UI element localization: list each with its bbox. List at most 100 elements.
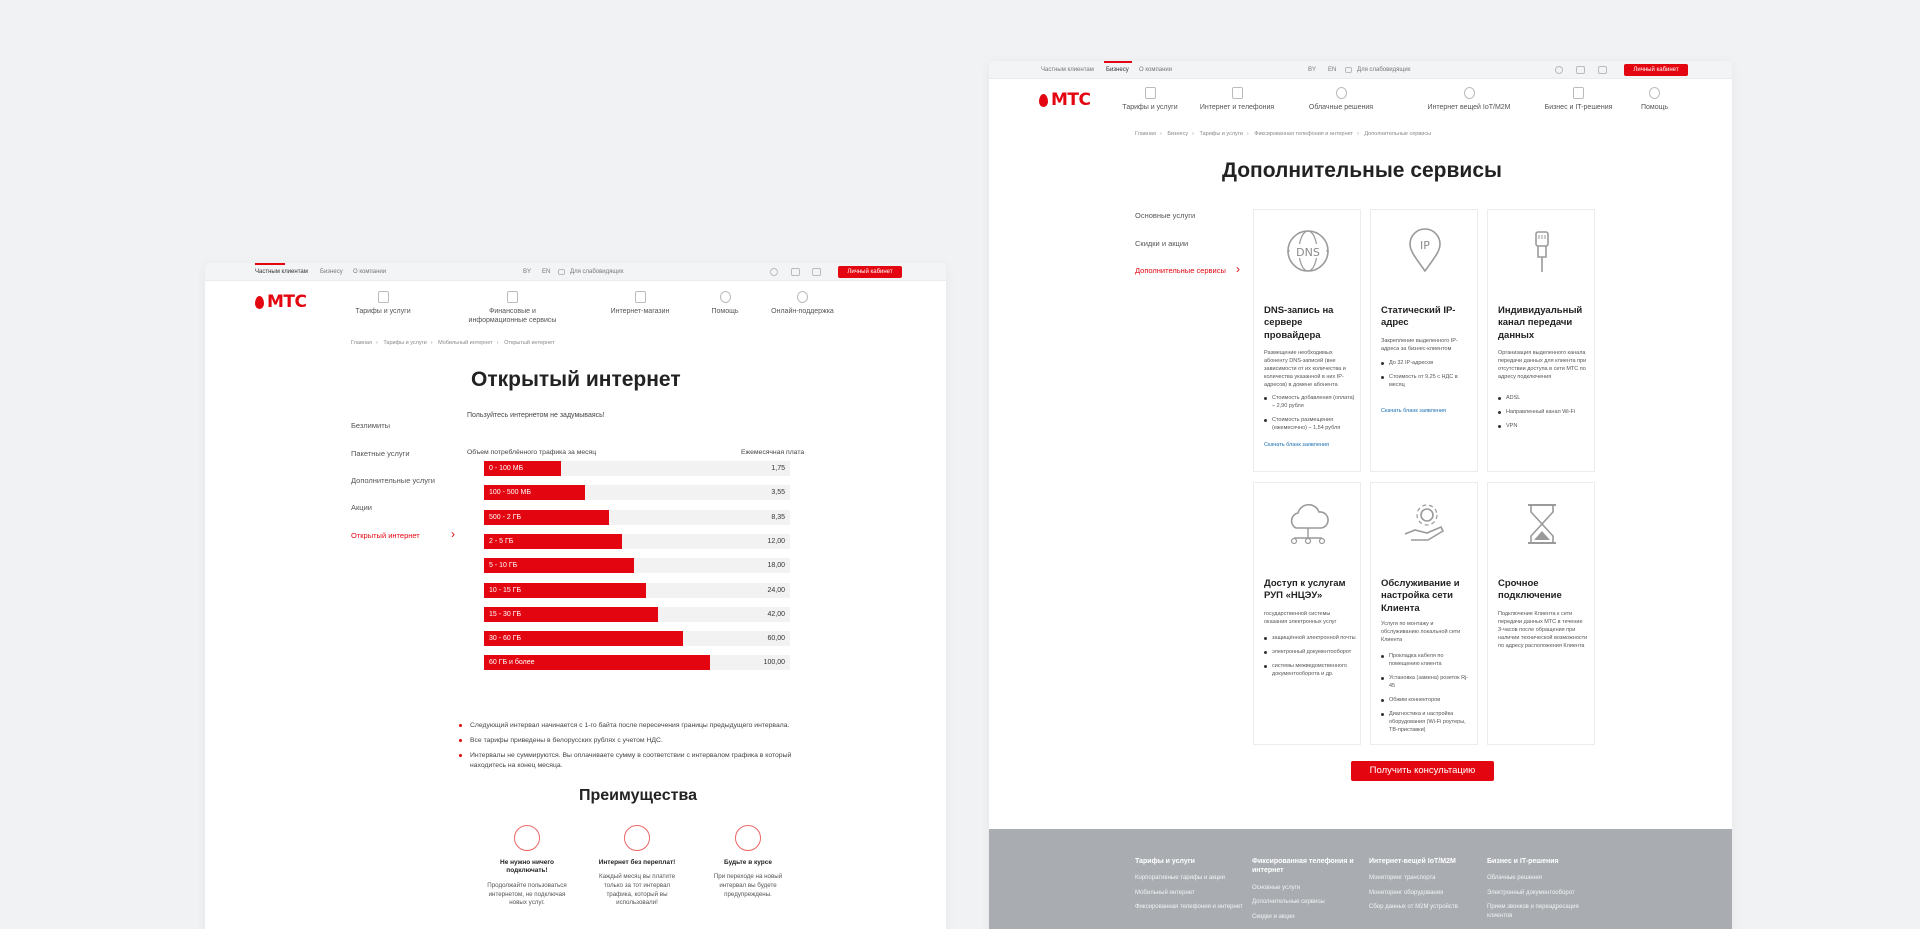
footer-link[interactable]: Мониторинг оборудования bbox=[1369, 889, 1444, 896]
table-row: 0 - 100 МБ 1,75 bbox=[484, 461, 790, 476]
monthly-price: 42,00 bbox=[767, 610, 785, 618]
footer-link[interactable]: Электронный документооборот bbox=[1487, 889, 1575, 896]
side-item-extra-services[interactable]: Дополнительные сервисы bbox=[1135, 266, 1226, 275]
footer-link[interactable]: Прием звонков и переадресация клиентов bbox=[1487, 904, 1579, 919]
mts-logo[interactable]: МТС bbox=[1039, 90, 1091, 110]
side-item-promo[interactable]: Акции bbox=[351, 503, 372, 512]
nav-label: Онлайн-поддержка bbox=[771, 308, 834, 315]
nav-label: Финансовые и информационные сервисы bbox=[468, 308, 557, 325]
service-list: До 32 IP-адресов Стоимость от 9,25 с НДС… bbox=[1381, 360, 1473, 396]
service-card-static-ip[interactable]: IP Статический IP-адрес Закрепление выде… bbox=[1370, 209, 1478, 472]
crumb[interactable]: Мобильный интернет bbox=[438, 340, 493, 346]
egg-logo-icon bbox=[255, 295, 264, 309]
footer-link[interactable]: Корпоративные тарифы и акции bbox=[1135, 875, 1225, 882]
footer-link[interactable]: Основные услуги bbox=[1252, 884, 1301, 891]
download-form-link[interactable]: Скачать бланк заявления bbox=[1381, 408, 1447, 414]
service-list: Прокладка кабеля по помещению клиента Ус… bbox=[1381, 653, 1473, 741]
footer-heading[interactable]: Интернет-вещей IoT/M2M bbox=[1369, 858, 1456, 865]
mts-logo[interactable]: МТС bbox=[255, 292, 307, 312]
footer-link[interactable]: Мобильный интернет bbox=[1135, 889, 1195, 896]
service-desc: Организация выделенного канала передачи … bbox=[1498, 350, 1587, 380]
footer-column: Фиксированная телефония и интернет Основ… bbox=[1252, 857, 1362, 927]
footer-heading[interactable]: Тарифы и услуги bbox=[1135, 858, 1195, 865]
footer-link[interactable]: Мониторинг транспорта bbox=[1369, 875, 1436, 882]
service-card-ncseu[interactable]: Доступ к услугам РУП «НЦЭУ» государствен… bbox=[1253, 482, 1361, 745]
service-list-item: ADSL bbox=[1498, 395, 1590, 403]
crumb: Открытый интернет bbox=[504, 340, 555, 346]
note-item: Интервалы не суммируются. Вы оплачиваете… bbox=[459, 751, 819, 771]
crumb[interactable]: Тарифы и услуги bbox=[383, 340, 427, 346]
accessibility-link[interactable]: Для слабовидящих bbox=[1357, 67, 1411, 73]
service-card-network-service[interactable]: Обслуживание и настройка сети Клиента Ус… bbox=[1370, 482, 1478, 745]
right-page-screenshot: Частным клиентам Бизнесу О компании BY E… bbox=[989, 61, 1732, 929]
nav-finance[interactable]: Финансовые и информационные сервисы bbox=[460, 291, 565, 325]
search-icon[interactable] bbox=[1555, 66, 1563, 74]
mail-icon[interactable] bbox=[1576, 66, 1585, 74]
lang-en[interactable]: EN bbox=[1328, 67, 1337, 73]
eye-icon bbox=[1345, 67, 1352, 73]
tab-business[interactable]: Бизнесу bbox=[320, 269, 343, 275]
nav-help[interactable]: Помощь bbox=[1637, 87, 1672, 112]
tab-business[interactable]: Бизнесу bbox=[1106, 67, 1129, 73]
side-item-discounts[interactable]: Скидки и акции bbox=[1135, 239, 1189, 248]
traffic-bar: 5 - 10 ГБ bbox=[484, 558, 634, 574]
account-button[interactable]: Личный кабинет bbox=[838, 266, 902, 278]
traffic-bar: 30 - 60 ГБ bbox=[484, 631, 683, 647]
service-title: Срочное подключение bbox=[1498, 578, 1562, 602]
accessibility-link[interactable]: Для слабовидящих bbox=[570, 269, 624, 275]
service-list-item: защищённой электронной почты bbox=[1264, 635, 1356, 643]
side-item-unlimited[interactable]: Безлимиты bbox=[351, 421, 391, 430]
nav-help[interactable]: Помощь bbox=[705, 291, 745, 316]
nav-tariffs[interactable]: Тарифы и услуги bbox=[348, 291, 418, 316]
tab-company[interactable]: О компании bbox=[1139, 67, 1173, 73]
side-item-open-internet[interactable]: Открытый интернет bbox=[351, 531, 420, 540]
crumb[interactable]: Фиксированная телефония и интернет bbox=[1254, 131, 1354, 137]
nav-support[interactable]: Онлайн-поддержка bbox=[765, 291, 840, 316]
search-icon[interactable] bbox=[770, 268, 778, 276]
side-item-extra[interactable]: Дополнительные услуги bbox=[351, 476, 435, 485]
nav-internet[interactable]: Интернет и телефония bbox=[1197, 87, 1277, 112]
cart-icon[interactable] bbox=[1598, 66, 1607, 74]
service-card-dedicated-channel[interactable]: Индивидуальный канал передачи данных Орг… bbox=[1487, 209, 1595, 472]
briefcase-icon bbox=[1573, 87, 1584, 99]
service-list: защищённой электронной почты электронный… bbox=[1264, 635, 1356, 685]
tab-private[interactable]: Частным клиентам bbox=[255, 269, 308, 275]
footer-heading[interactable]: Фиксированная телефония и интернет bbox=[1252, 858, 1354, 875]
service-desc: Подключение Клиента к сети передачи данн… bbox=[1498, 611, 1588, 649]
mail-icon[interactable] bbox=[791, 268, 800, 276]
lead-text: Пользуйтесь интернетом не задумываясь! bbox=[467, 412, 605, 419]
crumb[interactable]: Бизнесу bbox=[1167, 131, 1189, 137]
tab-company[interactable]: О компании bbox=[353, 269, 387, 275]
side-item-main-services[interactable]: Основные услуги bbox=[1135, 211, 1196, 220]
crumb[interactable]: Тарифы и услуги bbox=[1199, 131, 1243, 137]
nav-shop[interactable]: Интернет-магазин bbox=[600, 291, 680, 316]
breadcrumb: Главная › Тарифы и услуги › Мобильный инте… bbox=[351, 340, 555, 346]
lang-en[interactable]: EN bbox=[542, 269, 551, 275]
account-button[interactable]: Личный кабинет bbox=[1624, 64, 1688, 76]
nav-tariffs[interactable]: Тарифы и услуги bbox=[1119, 87, 1181, 112]
service-list-item: До 32 IP-адресов bbox=[1381, 360, 1473, 368]
footer-link[interactable]: Скидки и акции bbox=[1252, 913, 1295, 920]
traffic-range-label: 10 - 15 ГБ bbox=[489, 586, 522, 594]
footer-link[interactable]: Облачные решения bbox=[1487, 875, 1543, 882]
crumb[interactable]: Главная bbox=[1135, 131, 1156, 137]
crumb[interactable]: Главная bbox=[351, 340, 372, 346]
footer-link[interactable]: Сбор данных от M2M устройств bbox=[1369, 904, 1458, 911]
service-card-urgent-connection[interactable]: Срочное подключение Подключение Клиента … bbox=[1487, 482, 1595, 745]
footer-heading[interactable]: Бизнес и IT-решения bbox=[1487, 858, 1559, 865]
tab-private[interactable]: Частным клиентам bbox=[1041, 67, 1094, 73]
lang-by[interactable]: BY bbox=[523, 269, 532, 275]
cart-icon[interactable] bbox=[812, 268, 821, 276]
footer-link[interactable]: Фиксированная телефония и интернет bbox=[1135, 904, 1243, 911]
download-form-link[interactable]: Скачать бланк заявления bbox=[1264, 442, 1330, 448]
get-consultation-button[interactable]: Получить консультацию bbox=[1351, 761, 1494, 781]
nav-iot[interactable]: Интернет вещей IoT/M2M bbox=[1424, 87, 1514, 112]
nav-cloud[interactable]: Облачные решения bbox=[1307, 87, 1375, 112]
lang-by[interactable]: BY bbox=[1308, 67, 1317, 73]
crumb: Дополнительные сервисы bbox=[1364, 131, 1432, 137]
nav-business-it[interactable]: Бизнес и IT-решения bbox=[1541, 87, 1616, 112]
service-card-dns[interactable]: DNS DNS-запись на сервере провайдера Раз… bbox=[1253, 209, 1361, 472]
svg-text:IP: IP bbox=[1420, 239, 1430, 252]
side-item-packages[interactable]: Пакетные услуги bbox=[351, 449, 410, 458]
footer-link[interactable]: Дополнительные сервисы bbox=[1252, 899, 1325, 906]
